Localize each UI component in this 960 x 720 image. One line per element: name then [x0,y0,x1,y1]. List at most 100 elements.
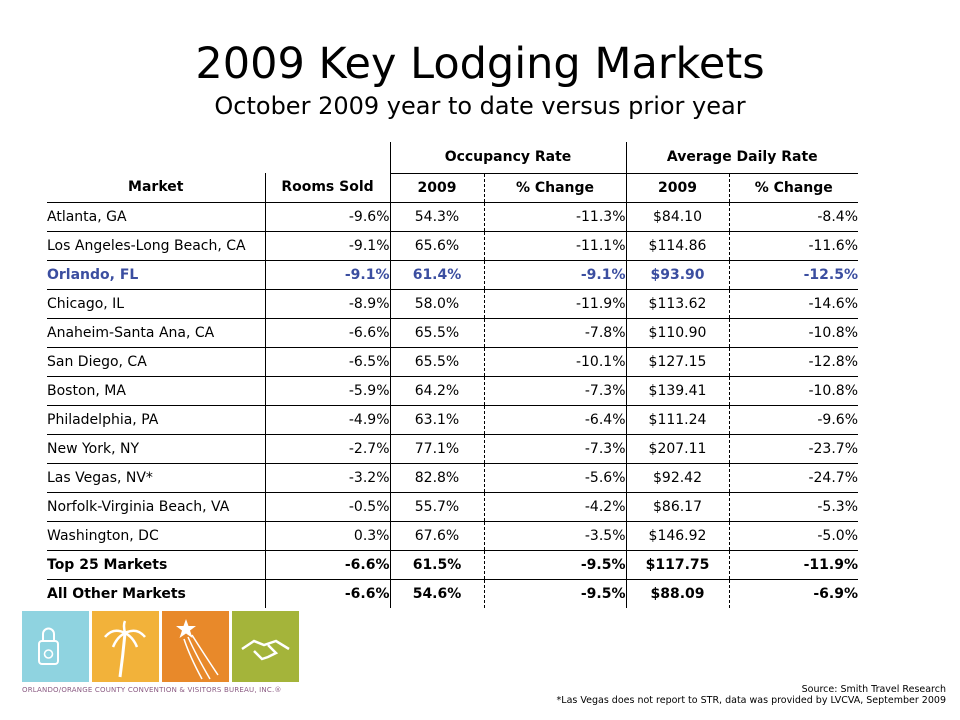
column-header-market: Market [47,173,265,203]
value-cell: $114.86 [625,231,729,261]
value-cell: $84.10 [625,202,729,232]
value-cell: 63.1% [389,405,484,435]
page-subtitle: October 2009 year to date versus prior y… [214,92,746,120]
value-cell: -12.8% [728,347,858,377]
value-cell: 58.0% [389,289,484,319]
lodging-markets-table: Occupancy Rate Average Daily Rate Market… [47,142,858,608]
value-cell: -24.7% [728,463,858,493]
table-row: Chicago, IL -8.9% 58.0% -11.9% $113.62 -14.6% [47,289,858,319]
value-cell: -5.3% [728,492,858,522]
value-cell: -6.6% [264,579,390,608]
market-cell: All Other Markets [47,585,186,602]
value-cell: -4.9% [264,405,390,435]
palm-tree-icon [92,611,159,682]
market-cell: Chicago, IL [47,289,265,319]
value-cell: -5.6% [483,463,626,493]
value-cell: -9.6% [728,405,858,435]
column-header-row: Market Rooms Sold 2009 % Change 2009 % C… [47,173,858,203]
value-cell: -9.1% [264,231,390,261]
value-cell: 54.6% [389,579,484,608]
table-row: San Diego, CA -6.5% 65.5% -10.1% $127.15 -12.… [47,347,858,377]
table-row: New York, NY -2.7% 77.1% -7.3% $207.11 -23.7% [47,434,858,464]
value-cell: 82.8% [389,463,484,493]
value-cell: -10.8% [728,318,858,348]
value-cell: -7.3% [483,434,626,464]
value-cell: -4.2% [483,492,626,522]
table-row: All Other Markets -6.6% 54.6% -9.5% $88.09 -6… [47,579,858,608]
value-cell: 54.3% [389,202,484,232]
column-header-adr-change: % Change [728,173,858,203]
market-cell: Las Vegas, NV* [47,463,265,493]
value-cell: -9.1% [264,260,390,290]
column-header-occupancy-change: % Change [483,173,626,203]
value-cell: $113.62 [625,289,729,319]
table-row: Philadelphia, PA -4.9% 63.1% -6.4% $111.24 -9… [47,405,858,435]
value-cell: -10.1% [483,347,626,377]
value-cell: -8.4% [728,202,858,232]
value-cell: -12.5% [728,260,858,290]
value-cell: 65.5% [389,347,484,377]
column-header-rooms-sold: Rooms Sold [264,173,390,203]
table-row: Top 25 Markets -6.6% 61.5% -9.5% $117.75 -11.… [47,550,858,580]
value-cell: $88.09 [625,579,729,608]
value-cell: -7.8% [483,318,626,348]
value-cell: -5.0% [728,521,858,551]
value-cell: -11.3% [483,202,626,232]
market-cell: Top 25 Markets [47,550,265,580]
market-cell: Anaheim-Santa Ana, CA [47,318,265,348]
column-header-adr-2009: 2009 [625,173,729,203]
value-cell: -6.4% [483,405,626,435]
value-cell: -14.6% [728,289,858,319]
table-row: Boston, MA -5.9% 64.2% -7.3% $139.41 -10.8% [47,376,858,406]
value-cell: -23.7% [728,434,858,464]
table-row: Las Vegas, NV* -3.2% 82.8% -5.6% $92.42 -24.7… [47,463,858,493]
footnote-line: *Las Vegas does not report to STR, data … [556,695,946,706]
value-cell: -7.3% [483,376,626,406]
value-cell: 64.2% [389,376,484,406]
value-cell: -5.9% [264,376,390,406]
value-cell: -6.6% [264,318,390,348]
cvb-logo-text: ORLANDO/ORANGE COUNTY CONVENTION & VISIT… [22,686,282,694]
market-cell: Atlanta, GA [47,202,265,232]
market-cell: San Diego, CA [47,347,265,377]
market-cell: Philadelphia, PA [47,405,265,435]
value-cell: -6.5% [264,347,390,377]
market-cell: Norfolk-Virginia Beach, VA [47,492,265,522]
table-body: Atlanta, GA -9.6% 54.3% -11.3% $84.10 -8.4% Lo… [47,202,858,608]
value-cell: $111.24 [625,405,729,435]
table-row: Los Angeles-Long Beach, CA -9.1% 65.6% -11.… [47,231,858,261]
value-cell: -9.1% [483,260,626,290]
table-row: Orlando, FL -9.1% 61.4% -9.1% $93.90 -12.5% [47,260,858,290]
column-header-occupancy-2009: 2009 [389,173,484,203]
table-row: Norfolk-Virginia Beach, VA -0.5% 55.7% -4.2… [47,492,858,522]
value-cell: 0.3% [264,521,390,551]
value-cell: $93.90 [625,260,729,290]
value-cell: 61.5% [389,550,484,580]
value-cell: -9.6% [264,202,390,232]
value-cell: 65.6% [389,231,484,261]
shooting-star-icon [162,611,229,682]
value-cell: -3.5% [483,521,626,551]
table-row: Anaheim-Santa Ana, CA -6.6% 65.5% -7.8% $110… [47,318,858,348]
shopping-bag-icon [22,611,89,682]
market-cell: Orlando, FL [47,260,265,290]
market-cell: Washington, DC [47,521,265,551]
group-header-row: Occupancy Rate Average Daily Rate [47,142,858,174]
value-cell: $86.17 [625,492,729,522]
value-cell: -3.2% [264,463,390,493]
value-cell: $110.90 [625,318,729,348]
value-cell: -11.9% [728,550,858,580]
value-cell: $139.41 [625,376,729,406]
source-note: Source: Smith Travel Research *Las Vegas… [557,684,946,706]
market-cell: New York, NY [47,434,265,464]
value-cell: -11.9% [483,289,626,319]
table-row: Washington, DC 0.3% 67.6% -3.5% $146.92 -5.0% [47,521,858,551]
value-cell: -0.5% [264,492,390,522]
value-cell: -11.6% [728,231,858,261]
value-cell: -11.1% [483,231,626,261]
market-cell: Boston, MA [47,376,265,406]
value-cell: $127.15 [625,347,729,377]
occupancy-rate-header: Occupancy Rate [389,142,626,174]
page-title: 2009 Key Lodging Markets [195,39,765,89]
table-row: Atlanta, GA -9.6% 54.3% -11.3% $84.10 -8.4% [47,202,858,232]
